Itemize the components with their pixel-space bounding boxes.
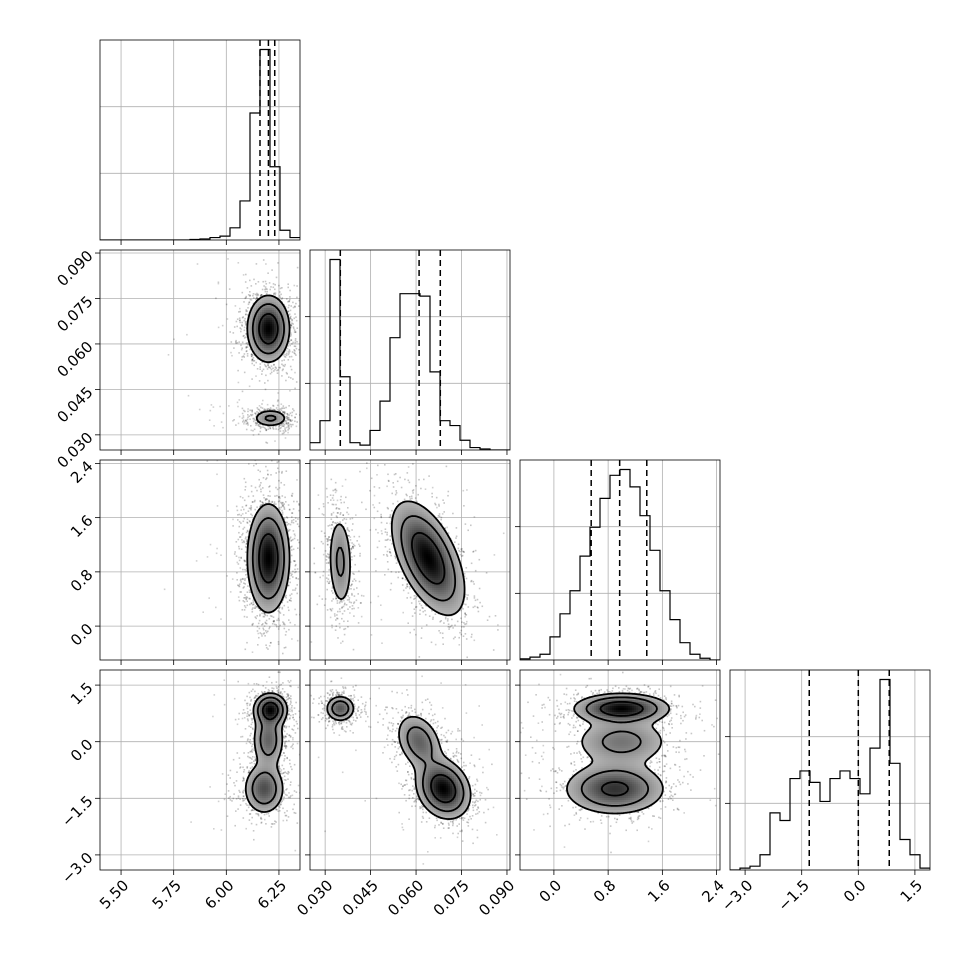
- axes-frame: [99, 459, 301, 661]
- joint-panel-3-0: [95, 669, 301, 875]
- histogram-bars: [310, 258, 510, 450]
- y-tick-label: 0.0: [67, 736, 97, 766]
- x-tick-label: 0.8: [590, 876, 620, 906]
- contour-line: [251, 303, 285, 422]
- contour-line: [244, 692, 289, 813]
- y-tick-label: −1.5: [58, 792, 96, 830]
- contour-line: [251, 517, 285, 600]
- y-tick-label: −3.0: [58, 849, 96, 887]
- x-tick-label: 1.6: [644, 876, 674, 906]
- sample-points: [520, 671, 720, 854]
- joint-panel-3-1: [305, 669, 511, 875]
- x-tick-label: 5.75: [149, 876, 185, 912]
- y-tick-label: 1.5: [67, 679, 97, 709]
- axes-frame: [309, 669, 511, 871]
- contour-lines: [329, 500, 466, 617]
- x-tick-label: 0.090: [475, 876, 518, 919]
- joint-panel-3-2: [515, 669, 721, 875]
- y-tick-label: 0.075: [53, 292, 96, 335]
- y-tick-label: 0.045: [53, 383, 96, 426]
- contour-line: [258, 312, 279, 345]
- contour-line: [566, 692, 671, 815]
- y-tick-label: 0.0: [67, 620, 97, 650]
- x-tick-label: 6.00: [201, 876, 237, 912]
- y-tick-label: 0.060: [53, 338, 96, 381]
- x-tick-label: 0.0: [840, 876, 870, 906]
- y-tick-label: 1.6: [67, 511, 97, 541]
- histogram-panel-2: [515, 459, 721, 665]
- axes-frame: [99, 249, 301, 451]
- contour-lines: [246, 294, 291, 427]
- axes-frame: [729, 669, 931, 871]
- contour-line: [261, 701, 279, 721]
- axes-frame: [99, 669, 301, 871]
- contour-line: [331, 700, 465, 813]
- axes-frame: [309, 459, 511, 661]
- contour-line: [258, 533, 279, 584]
- x-tick-label: −1.5: [775, 876, 813, 914]
- axes-frame: [99, 39, 301, 241]
- contour-line: [251, 696, 284, 805]
- contour-line: [580, 696, 658, 807]
- contour-line: [599, 700, 644, 797]
- x-tick-label: 0.045: [339, 876, 382, 919]
- histogram-panel-0: [99, 39, 301, 245]
- contour-lines: [246, 503, 291, 614]
- histogram-panel-1: [305, 249, 511, 455]
- x-tick-label: 6.25: [254, 876, 290, 912]
- x-tick-label: 0.0: [536, 876, 566, 906]
- axes-frame: [519, 459, 721, 661]
- joint-panel-2-1: [305, 459, 511, 665]
- x-tick-label: −3.0: [718, 876, 756, 914]
- histogram-panel-3: [725, 669, 931, 875]
- contour-line: [335, 515, 457, 602]
- density-fill: [248, 296, 291, 427]
- contour-lines: [326, 695, 472, 820]
- x-tick-label: 1.5: [897, 876, 927, 906]
- x-tick-label: 5.50: [96, 876, 132, 912]
- contour-line: [329, 500, 466, 617]
- contour-line: [246, 503, 291, 614]
- axes-frame: [309, 249, 511, 451]
- contour-line: [246, 294, 291, 427]
- tick-labels: 5.50 5.75 6.00 6.25 0.030 0.045 0.060 0.075 0.09…: [53, 247, 926, 920]
- contour-lines: [244, 692, 289, 813]
- contour-line: [430, 773, 457, 804]
- axes-frame: [519, 669, 721, 871]
- sample-points: [310, 675, 498, 865]
- histogram-bars: [100, 48, 300, 240]
- contour-line: [326, 695, 472, 820]
- y-tick-label: 0.090: [53, 247, 96, 290]
- contour-line: [411, 531, 446, 585]
- x-tick-label: 0.075: [430, 876, 473, 919]
- x-tick-label: 0.030: [293, 876, 336, 919]
- histogram-bars: [730, 678, 930, 870]
- contour-lines: [566, 692, 671, 815]
- y-tick-label: 0.8: [67, 566, 97, 596]
- x-tick-label: 0.060: [384, 876, 427, 919]
- joint-panel-2-0: [95, 459, 301, 665]
- joint-panel-1-0: [95, 249, 301, 455]
